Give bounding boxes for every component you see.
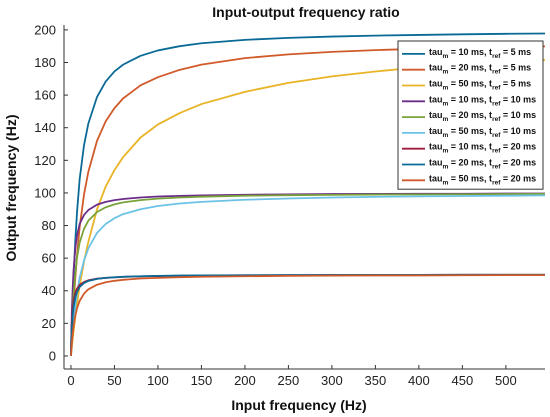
legend-subscript: ref xyxy=(492,69,501,76)
legend-text-part: tau xyxy=(429,110,443,120)
y-tick-label: 40 xyxy=(42,283,56,298)
y-tick-label: 200 xyxy=(34,22,56,37)
x-axis-ticks: 0 50 100 150 200 250 300 350 400 450 500 xyxy=(67,365,517,388)
legend-subscript: m xyxy=(443,116,449,123)
y-tick-label: 160 xyxy=(34,88,56,103)
legend-text-part: = 50 ms, t xyxy=(448,126,492,136)
plot-lines xyxy=(70,32,546,357)
legend-subscript: m xyxy=(443,53,449,60)
legend-subscript: ref xyxy=(492,116,501,123)
series-line-5 xyxy=(70,193,546,356)
legend-text-part: tau xyxy=(429,126,443,136)
legend-entry: taum = 10 ms, tref = 10 ms xyxy=(429,94,536,107)
x-tick-label: 0 xyxy=(67,373,74,388)
legend-text-part: = 10 ms, t xyxy=(448,94,492,104)
legend-subscript: m xyxy=(443,69,449,76)
legend-text-part: = 5 ms xyxy=(500,63,531,73)
legend-text-part: tau xyxy=(429,47,443,57)
legend-subscript: m xyxy=(443,179,449,186)
x-tick-label: 450 xyxy=(452,373,474,388)
legend-entry: taum = 50 ms, tref = 5 ms xyxy=(429,79,531,92)
legend-text-part: = 10 ms xyxy=(500,110,536,120)
y-tick-label: 180 xyxy=(34,55,56,70)
legend-subscript: ref xyxy=(492,148,501,155)
legend-text-part: = 20 ms xyxy=(500,142,536,152)
x-tick-label: 400 xyxy=(408,373,430,388)
legend-subscript: ref xyxy=(492,164,501,171)
legend-text-part: = 10 ms xyxy=(500,126,536,136)
x-tick-label: 500 xyxy=(495,373,517,388)
legend-entry: taum = 50 ms, tref = 10 ms xyxy=(429,126,536,139)
legend-subscript: ref xyxy=(492,85,501,92)
legend-text-part: tau xyxy=(429,158,443,168)
x-tick-label: 250 xyxy=(278,373,300,388)
legend-subscript: ref xyxy=(492,132,501,139)
legend-text-part: = 50 ms, t xyxy=(448,173,492,183)
x-tick-label: 50 xyxy=(107,373,121,388)
legend-entry: taum = 10 ms, tref = 20 ms xyxy=(429,142,536,155)
y-tick-label: 120 xyxy=(34,153,56,168)
x-tick-label: 100 xyxy=(147,373,169,388)
legend-subscript: m xyxy=(443,132,449,139)
legend-entry: taum = 50 ms, tref = 20 ms xyxy=(429,173,536,186)
legend-text-part: tau xyxy=(429,142,443,152)
legend-text-part: tau xyxy=(429,173,443,183)
y-tick-label: 100 xyxy=(34,185,56,200)
x-axis-label: Input frequency (Hz) xyxy=(231,397,366,413)
legend-text-part: = 10 ms xyxy=(500,94,536,104)
y-axis-ticks: 0 20 40 60 80 100 120 140 160 180 200 xyxy=(34,22,68,363)
legend-subscript: m xyxy=(443,85,449,92)
legend-entry: taum = 20 ms, tref = 10 ms xyxy=(429,110,536,123)
y-tick-label: 20 xyxy=(42,316,56,331)
y-tick-label: 140 xyxy=(34,120,56,135)
series-line-9 xyxy=(70,274,545,357)
legend-subscript: m xyxy=(443,148,449,155)
legend-text-part: tau xyxy=(429,79,443,89)
x-tick-label: 300 xyxy=(321,373,343,388)
x-tick-label: 150 xyxy=(191,373,213,388)
legend-entry: taum = 20 ms, tref = 5 ms xyxy=(429,63,531,76)
legend-text-part: = 5 ms xyxy=(500,47,531,57)
legend-subscript: m xyxy=(443,164,449,171)
legend-entry: taum = 20 ms, tref = 20 ms xyxy=(429,158,536,171)
y-tick-label: 80 xyxy=(42,218,56,233)
legend-subscript: ref xyxy=(492,179,501,186)
legend-text-part: tau xyxy=(429,63,443,73)
legend-text-part: = 20 ms xyxy=(500,173,536,183)
x-tick-label: 200 xyxy=(234,373,256,388)
legend-text-part: = 20 ms, t xyxy=(448,158,492,168)
y-axis-label: Output frequency (Hz) xyxy=(3,115,19,262)
legend-text-part: = 20 ms xyxy=(500,158,536,168)
legend-subscript: m xyxy=(443,100,449,107)
legend-text-part: = 20 ms, t xyxy=(448,63,492,73)
chart-title: Input-output frequency ratio xyxy=(212,4,399,20)
legend-entry: taum = 10 ms, tref = 5 ms xyxy=(429,47,531,60)
legend-text-part: = 20 ms, t xyxy=(448,110,492,120)
legend-text-part: = 5 ms xyxy=(500,79,531,89)
legend-text-part: tau xyxy=(429,94,443,104)
legend-text-part: = 50 ms, t xyxy=(448,79,492,89)
legend-subscript: ref xyxy=(492,53,501,60)
legend-subscript: ref xyxy=(492,100,501,107)
legend-text-part: = 10 ms, t xyxy=(448,47,492,57)
y-tick-label: 0 xyxy=(49,348,56,363)
legend-text-part: = 10 ms, t xyxy=(448,142,492,152)
y-tick-label: 60 xyxy=(42,251,56,266)
x-tick-label: 350 xyxy=(365,373,387,388)
